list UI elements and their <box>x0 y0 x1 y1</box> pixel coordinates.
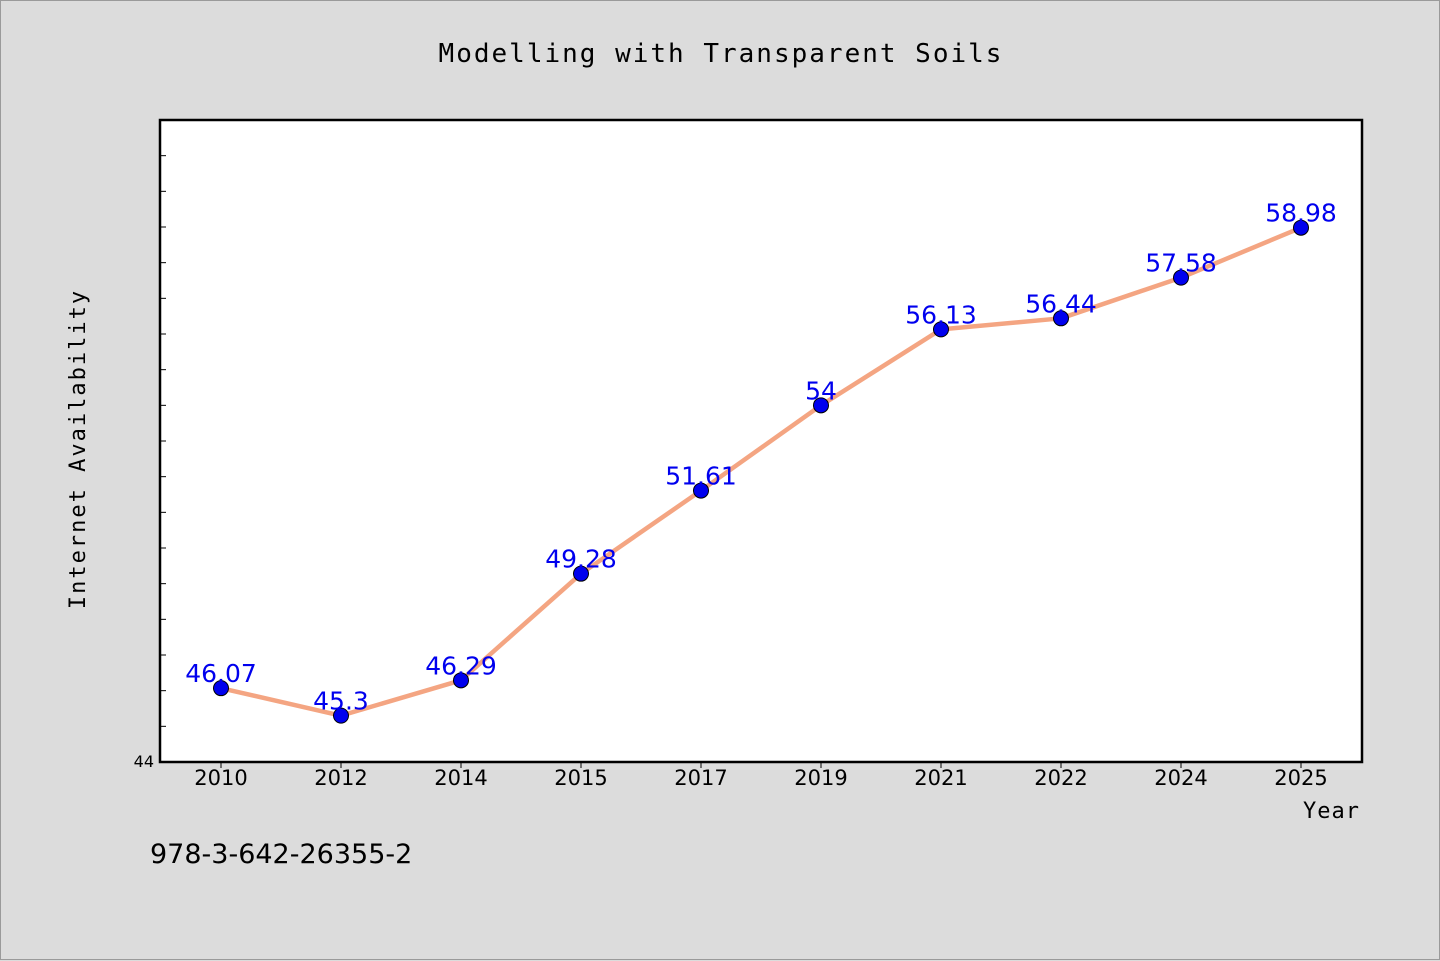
data-point <box>933 321 949 338</box>
y-axis-tick-labels: 44 <box>134 752 154 771</box>
data-point <box>213 680 229 697</box>
x-tick-label: 2021 <box>914 766 967 790</box>
data-label: 57.58 <box>1145 249 1217 278</box>
x-tick-label: 2010 <box>194 766 247 790</box>
data-label: 46.07 <box>185 659 257 688</box>
data-point <box>813 397 829 414</box>
x-tick-label: 2022 <box>1034 766 1087 790</box>
data-label: 46.29 <box>425 651 497 680</box>
x-tick-label: 2025 <box>1274 766 1327 790</box>
data-label: 56.44 <box>1025 289 1097 318</box>
data-point <box>573 565 589 582</box>
data-label-layer: 46.07 45.3 46.29 49.28 51.61 54 56.13 56.44 57.5… <box>185 199 1337 716</box>
x-axis-label: Year <box>1303 799 1360 824</box>
x-tick-label: 2014 <box>434 766 487 790</box>
isbn-text: 978-3-642-26355-2 <box>150 839 412 870</box>
data-label: 51.61 <box>665 462 737 491</box>
data-label: 45.3 <box>313 687 369 716</box>
y-axis-ticks <box>160 155 166 727</box>
data-point <box>693 482 709 499</box>
marker-layer <box>213 219 1309 724</box>
series-layer <box>218 225 1304 718</box>
x-axis-ticks <box>220 762 1302 768</box>
y-tick-label: 44 <box>134 752 154 771</box>
data-point <box>333 707 349 724</box>
series-line <box>218 225 1304 718</box>
x-tick-label: 2012 <box>314 766 367 790</box>
data-point <box>1053 310 1069 327</box>
x-tick-label: 2017 <box>674 766 727 790</box>
x-tick-label: 2019 <box>794 766 847 790</box>
x-tick-label: 2024 <box>1154 766 1207 790</box>
data-point <box>453 672 469 689</box>
plot-area <box>158 118 1364 764</box>
y-axis-label: Internet Availability <box>66 289 91 609</box>
data-label: 49.28 <box>545 545 617 574</box>
data-point <box>1173 269 1189 286</box>
data-label: 58.98 <box>1265 199 1337 228</box>
x-tick-label: 2015 <box>554 766 607 790</box>
data-label: 56.13 <box>905 300 977 329</box>
chart-title: Modelling with Transparent Soils <box>439 39 1004 69</box>
x-axis-tick-labels: 2010 2012 2014 2015 2017 2019 2021 2022 2024 2025 <box>194 766 1327 790</box>
data-point <box>1293 219 1309 236</box>
data-label: 54 <box>805 376 837 405</box>
